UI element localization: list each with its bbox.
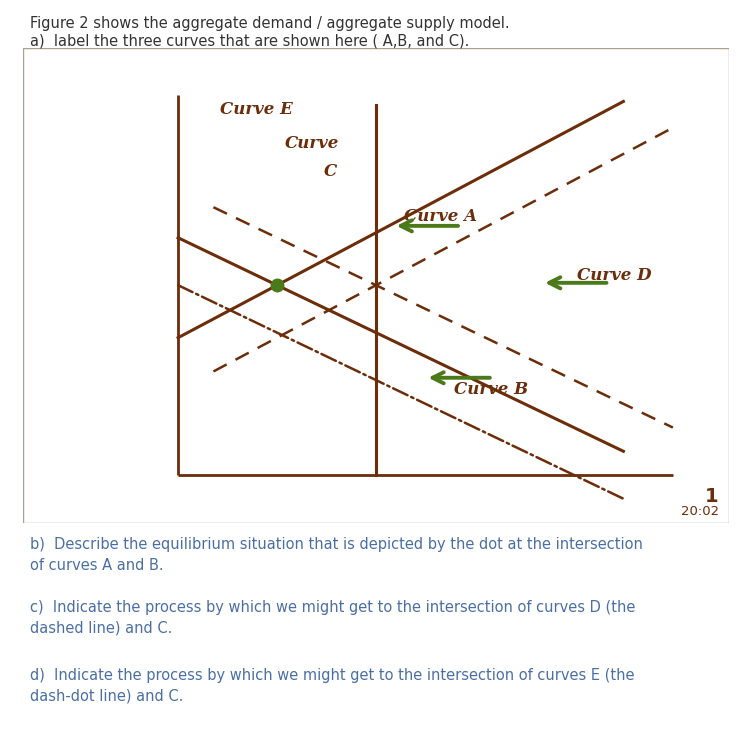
Text: Curve D: Curve D bbox=[578, 267, 652, 284]
Text: Curve B: Curve B bbox=[453, 381, 528, 398]
Text: Curve: Curve bbox=[285, 135, 340, 152]
Text: c)  Indicate the process by which we might get to the intersection of curves D (: c) Indicate the process by which we migh… bbox=[30, 600, 635, 636]
Text: Curve E: Curve E bbox=[220, 102, 293, 118]
Text: 20:02: 20:02 bbox=[681, 505, 719, 518]
Text: Curve A: Curve A bbox=[405, 208, 478, 225]
Text: Figure 2 shows the aggregate demand / aggregate supply model.: Figure 2 shows the aggregate demand / ag… bbox=[30, 16, 510, 31]
Text: C: C bbox=[323, 163, 337, 180]
Text: a)  label the three curves that are shown here ( A,B, and C).: a) label the three curves that are shown… bbox=[30, 33, 469, 48]
Text: b)  Describe the equilibrium situation that is depicted by the dot at the inters: b) Describe the equilibrium situation th… bbox=[30, 537, 643, 573]
Text: d)  Indicate the process by which we might get to the intersection of curves E (: d) Indicate the process by which we migh… bbox=[30, 668, 635, 704]
Text: 1: 1 bbox=[705, 487, 719, 506]
